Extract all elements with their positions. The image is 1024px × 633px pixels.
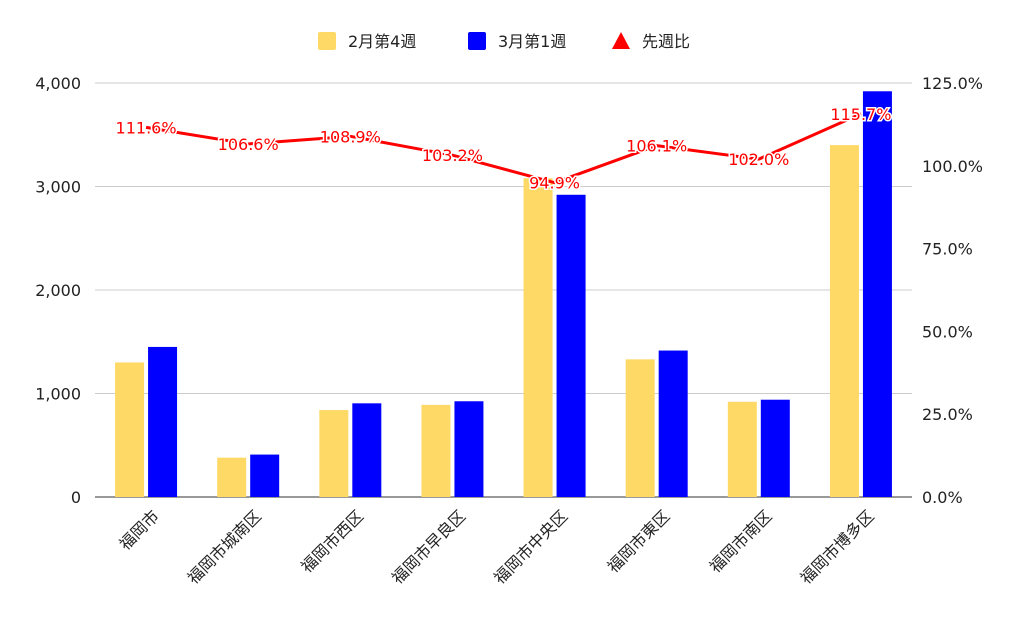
bar <box>115 362 145 497</box>
left-tick-label: 2,000 <box>35 281 81 300</box>
legend-swatch <box>468 32 486 50</box>
left-tick-label: 4,000 <box>35 74 81 93</box>
legend-triangle-icon <box>612 32 630 49</box>
ratio-line: 111.6% 106.6% 108.9% 103.2% 94.9% 106.1% 102.0… <box>114 103 893 194</box>
left-axis: 0 1,000 2,000 3,000 4,000 <box>35 74 81 507</box>
ratio-data-label: 106.1% <box>626 137 687 156</box>
right-tick-label: 125.0% <box>922 74 983 93</box>
category-label: 福岡市博多区 <box>796 506 877 587</box>
right-tick-label: 50.0% <box>922 322 973 341</box>
category-label: 福岡市西区 <box>297 506 367 576</box>
ratio-data-label: 115.7% <box>830 105 891 124</box>
ratio-line-path <box>145 112 862 185</box>
legend-label: 3月第1週 <box>498 32 566 51</box>
legend-label: 2月第4週 <box>348 32 416 51</box>
category-label: 福岡市中央区 <box>490 506 571 587</box>
bars <box>115 91 892 497</box>
ratio-data-label: 111.6% <box>116 118 177 137</box>
ratio-data-label: 103.2% <box>422 146 483 165</box>
category-label: 福岡市 <box>116 506 163 553</box>
category-label: 福岡市東区 <box>604 506 674 576</box>
bar <box>523 178 553 497</box>
left-tick-label: 3,000 <box>35 178 81 197</box>
bar <box>829 145 859 497</box>
bar <box>148 346 178 497</box>
bar <box>862 91 892 497</box>
bar <box>658 350 688 497</box>
bar <box>760 399 790 497</box>
category-label: 福岡市城南区 <box>184 506 265 587</box>
ratio-data-label: 108.9% <box>320 127 381 146</box>
legend-label: 先週比 <box>642 32 690 51</box>
legend-swatch <box>318 32 336 50</box>
category-labels: 福岡市 福岡市城南区 福岡市西区 福岡市早良区 福岡市中央区 福岡市東区 福岡市南区 福岡市博… <box>116 506 878 587</box>
ratio-data-label: 106.6% <box>218 135 279 154</box>
category-label: 福岡市南区 <box>706 506 776 576</box>
bar <box>727 401 757 497</box>
left-tick-label: 1,000 <box>35 385 81 404</box>
ratio-data-label: 102.0% <box>728 150 789 169</box>
right-tick-label: 100.0% <box>922 157 983 176</box>
bar <box>319 410 349 497</box>
right-tick-label: 0.0% <box>922 488 963 507</box>
right-tick-label: 75.0% <box>922 240 973 259</box>
right-tick-label: 25.0% <box>922 405 973 424</box>
bar <box>556 194 586 497</box>
right-axis: 0.0% 25.0% 50.0% 75.0% 100.0% 125.0% <box>922 74 983 507</box>
category-label: 福岡市早良区 <box>388 506 469 587</box>
bar <box>250 454 280 497</box>
left-tick-label: 0 <box>71 488 81 507</box>
bar <box>352 403 382 497</box>
legend: 2月第4週 3月第1週 先週比 <box>318 32 690 51</box>
ratio-data-label: 94.9% <box>529 174 580 193</box>
bar <box>421 404 451 497</box>
bar <box>454 401 484 497</box>
bar <box>625 359 655 497</box>
bar <box>217 457 247 497</box>
